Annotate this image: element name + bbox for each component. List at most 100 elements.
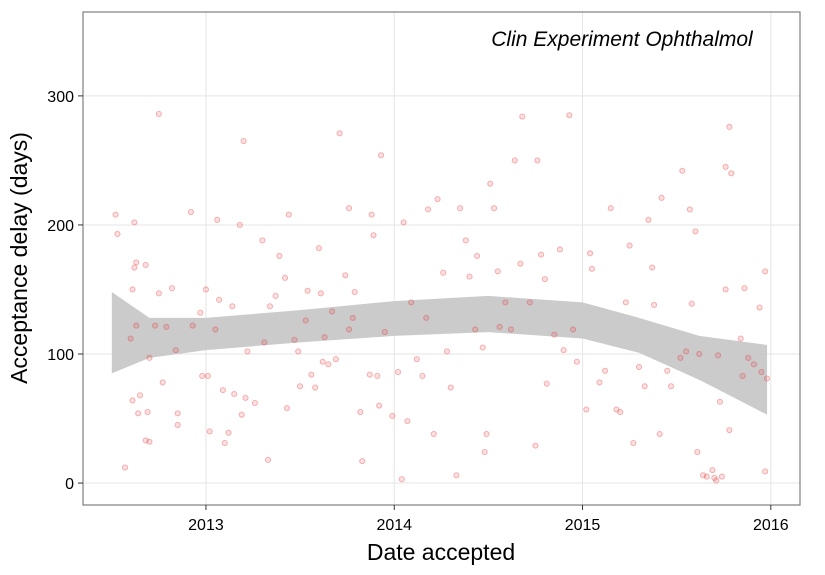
point: [291, 336, 298, 343]
point: [321, 334, 328, 341]
point: [502, 299, 509, 306]
point: [686, 206, 693, 213]
x-tick-label: 2016: [753, 517, 789, 534]
x-tick-label: 2013: [188, 517, 224, 534]
point: [204, 372, 211, 379]
point: [453, 472, 460, 479]
point: [728, 170, 735, 177]
point: [174, 410, 181, 417]
point: [713, 477, 720, 484]
point: [315, 245, 322, 252]
point: [174, 421, 181, 429]
point: [408, 299, 415, 306]
point: [560, 347, 567, 354]
point: [756, 304, 763, 311]
point: [566, 112, 573, 119]
point: [325, 361, 332, 368]
point: [366, 371, 373, 378]
point: [534, 157, 541, 164]
point: [221, 440, 228, 447]
y-tick-label: 300: [47, 89, 74, 106]
point: [206, 428, 213, 435]
point: [494, 268, 501, 275]
point: [696, 350, 703, 358]
point: [242, 394, 249, 401]
point: [202, 286, 210, 293]
point: [285, 211, 292, 218]
point: [538, 251, 545, 258]
point: [517, 260, 524, 267]
point: [374, 372, 381, 379]
annotation: Clin Experiment Ophthalmol: [491, 28, 754, 51]
point: [490, 205, 498, 212]
point: [159, 379, 166, 386]
point: [526, 299, 533, 306]
point: [329, 308, 336, 315]
point: [127, 335, 134, 342]
point: [214, 216, 221, 223]
point: [479, 344, 486, 351]
point: [474, 252, 481, 259]
point: [677, 354, 684, 361]
point: [481, 449, 488, 456]
point: [169, 285, 176, 292]
point: [283, 405, 290, 412]
point: [131, 264, 138, 271]
point: [763, 375, 771, 382]
point: [297, 383, 304, 390]
point: [114, 230, 121, 238]
x-tick-label: 2014: [376, 517, 412, 534]
axes: 2013 2014 2015 2016 0 100 200 300: [47, 89, 788, 534]
point: [152, 322, 159, 329]
point: [741, 285, 748, 292]
point: [715, 352, 722, 359]
point: [607, 205, 614, 212]
point: [626, 242, 633, 249]
point: [745, 354, 752, 361]
point: [265, 456, 272, 463]
point: [197, 309, 204, 316]
point: [664, 367, 671, 374]
band-layer: [111, 292, 768, 415]
point: [112, 211, 119, 218]
point: [692, 228, 699, 235]
point: [443, 348, 451, 355]
point: [261, 339, 268, 346]
point: [346, 326, 353, 333]
point: [739, 372, 746, 379]
point: [726, 427, 733, 434]
point: [425, 206, 432, 213]
point: [543, 380, 550, 387]
point: [199, 372, 206, 379]
point: [336, 130, 343, 137]
point: [694, 449, 701, 456]
point: [135, 410, 142, 417]
point: [750, 361, 757, 368]
point: [507, 326, 515, 333]
point: [462, 237, 469, 244]
point: [762, 468, 769, 475]
point: [667, 383, 675, 390]
point: [718, 473, 725, 480]
point: [596, 379, 603, 386]
point: [129, 286, 136, 293]
point: [349, 314, 356, 321]
point: [332, 356, 339, 363]
point: [703, 473, 710, 480]
point: [276, 252, 283, 259]
y-tick-label: 0: [65, 476, 74, 493]
point: [238, 411, 245, 418]
point: [583, 406, 590, 413]
point: [762, 268, 769, 275]
point: [556, 246, 563, 253]
point: [308, 371, 315, 378]
point: [302, 317, 309, 324]
point: [131, 219, 138, 226]
point: [319, 358, 326, 365]
point: [359, 458, 366, 465]
point: [716, 398, 724, 405]
point: [688, 300, 695, 307]
point: [587, 250, 594, 257]
point: [146, 438, 153, 445]
